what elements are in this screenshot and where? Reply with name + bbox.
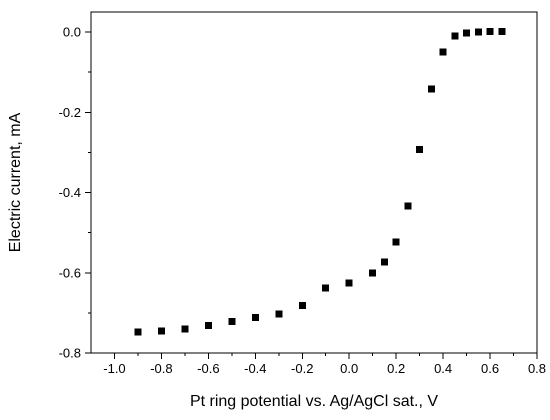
y-tick-label: -0.8 (59, 346, 81, 361)
y-tick-label: -0.2 (59, 105, 81, 120)
data-point-marker (416, 146, 424, 154)
data-point-marker (439, 48, 447, 56)
data-point-marker (157, 327, 165, 335)
data-point-marker (322, 284, 330, 292)
data-point-marker (392, 238, 400, 246)
y-tick-label: -0.4 (59, 185, 81, 200)
data-point-marker (427, 85, 435, 93)
data-point-marker (298, 302, 306, 310)
x-tick-label: -0.4 (244, 361, 266, 376)
plot-frame (90, 11, 538, 354)
data-point-marker (451, 32, 459, 40)
data-point-marker (463, 29, 471, 37)
data-point-marker (474, 28, 482, 36)
axis-ticks: -1.0 -0.8 -0.6 -0.4 -0.2 0.0 0.2 0.4 0.6 0.8 -0.8 -… (59, 25, 546, 376)
data-point-marker (204, 322, 212, 330)
data-point-marker (251, 313, 259, 321)
data-point-marker (380, 258, 388, 266)
y-axis-title: Electric current, mA (7, 112, 24, 252)
data-point-marker (134, 328, 142, 336)
data-points (134, 27, 506, 336)
x-tick-label: -0.6 (197, 361, 219, 376)
data-point-marker (181, 325, 189, 333)
data-point-marker (275, 310, 283, 318)
y-tick-label: 0.0 (63, 25, 81, 40)
x-tick-label: -0.2 (291, 361, 313, 376)
x-tick-label: 0.4 (434, 361, 452, 376)
x-tick-label: -0.8 (150, 361, 172, 376)
x-tick-label: -1.0 (103, 361, 125, 376)
data-point-marker (369, 269, 377, 277)
x-axis-title: Pt ring potential vs. Ag/AgCl sat., V (190, 393, 438, 410)
x-tick-label: 0.8 (528, 361, 546, 376)
data-point-marker (498, 27, 506, 35)
x-tick-label: 0.2 (387, 361, 405, 376)
x-tick-label: 0.0 (340, 361, 358, 376)
y-tick-label: -0.6 (59, 265, 81, 280)
data-point-marker (228, 318, 236, 326)
axes (90, 11, 538, 354)
data-point-marker (486, 28, 494, 36)
x-tick-label: 0.6 (481, 361, 499, 376)
data-point-marker (404, 202, 412, 210)
data-point-marker (345, 279, 353, 287)
